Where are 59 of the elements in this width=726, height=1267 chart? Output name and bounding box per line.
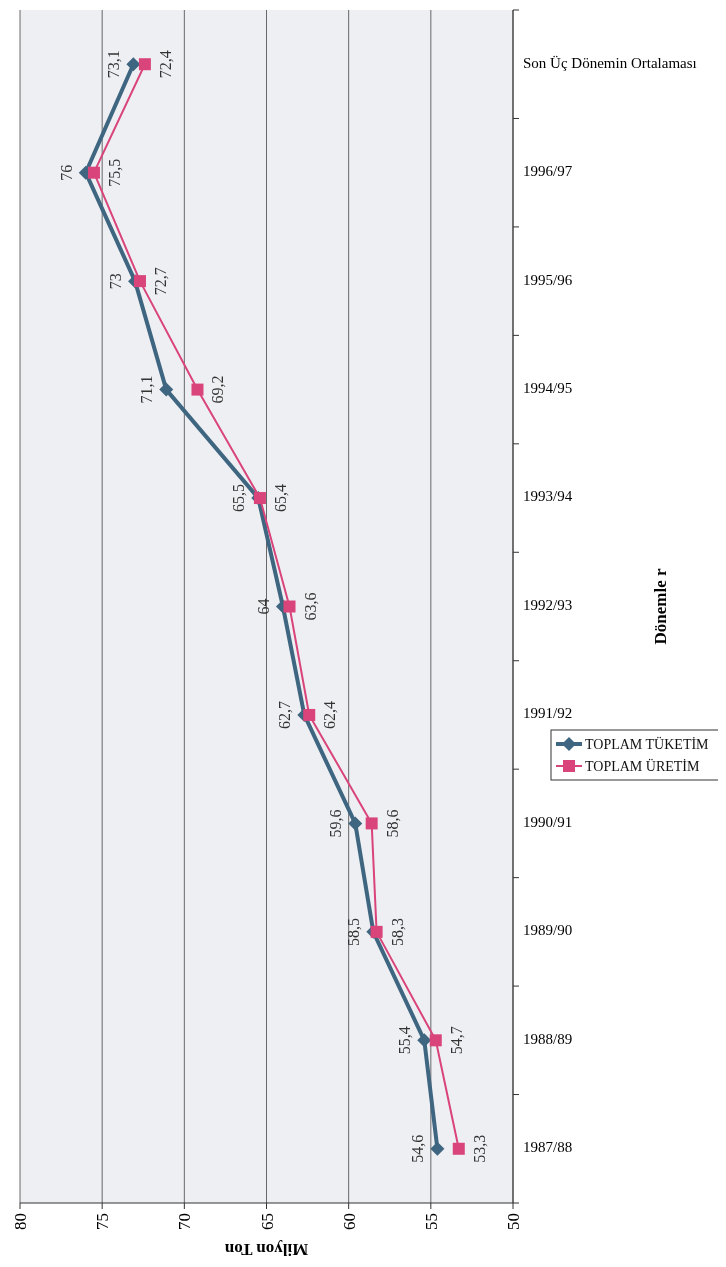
data-label: 71,1: [138, 375, 156, 404]
y-tick-label: 1996/97: [523, 163, 573, 180]
point: [87, 166, 100, 179]
y-tick-label: 1995/96: [523, 271, 573, 288]
point: [283, 600, 296, 613]
y-tick-label: 1993/94: [523, 488, 573, 505]
data-label: 63,6: [301, 592, 319, 621]
data-label: 58,3: [388, 917, 406, 946]
x-tick-label: 60: [339, 1213, 359, 1230]
point: [429, 1034, 442, 1047]
y-tick-label: 1992/93: [523, 596, 573, 613]
point: [430, 1141, 445, 1156]
x-axis-title: Milyon Ton: [224, 1240, 309, 1259]
point: [452, 1142, 465, 1155]
data-label: 65,4: [271, 484, 289, 513]
y-tick-label: 1989/90: [523, 922, 573, 939]
data-label: 75,5: [105, 158, 123, 187]
point: [126, 57, 141, 72]
data-label: 54,7: [447, 1026, 465, 1055]
data-label: 69,2: [209, 375, 227, 404]
point: [138, 58, 151, 71]
data-label: 73,1: [105, 50, 123, 79]
data-label: 62,7: [276, 700, 294, 729]
y-axis-title: Dönemle r: [651, 568, 670, 645]
y-tick-label: 1988/89: [523, 1030, 573, 1047]
point: [370, 925, 383, 938]
point: [191, 383, 204, 396]
data-label: 58,5: [345, 917, 363, 946]
point: [133, 275, 146, 288]
x-tick-label: 70: [175, 1213, 195, 1230]
data-label: 58,6: [383, 809, 401, 838]
data-label: 62,4: [321, 700, 339, 729]
y-tick-label: 1994/95: [523, 380, 573, 397]
x-tick-label: 50: [504, 1213, 523, 1230]
y-tick-label: Son Üç Dönemin Ortalaması: [523, 54, 697, 71]
data-label: 76: [57, 164, 75, 181]
point: [303, 708, 316, 721]
x-tick-label: 80: [11, 1213, 30, 1230]
point: [417, 1033, 432, 1048]
data-label: 72,4: [156, 50, 174, 79]
y-tick-label: 1987/88: [523, 1139, 573, 1156]
data-label: 55,4: [396, 1026, 414, 1055]
data-label: 54,6: [409, 1134, 427, 1163]
point: [159, 382, 174, 397]
point: [348, 816, 363, 831]
data-label: 65,5: [230, 484, 248, 513]
point: [365, 817, 378, 830]
x-tick-label: 75: [93, 1213, 113, 1230]
y-tick-label: 1990/91: [523, 813, 573, 830]
data-label: 73: [107, 273, 125, 290]
data-label: 64: [254, 598, 272, 615]
data-label: 59,6: [327, 809, 345, 838]
x-tick-label: 65: [257, 1213, 277, 1230]
legend-label: TOPLAM TÜKETİM: [585, 736, 710, 752]
data-label: 72,7: [151, 267, 169, 296]
data-label: 53,3: [470, 1134, 488, 1163]
x-tick-label: 55: [421, 1213, 441, 1230]
legend-label: TOPLAM ÜRETİM: [585, 758, 701, 774]
y-tick-label: 1991/92: [523, 705, 573, 722]
